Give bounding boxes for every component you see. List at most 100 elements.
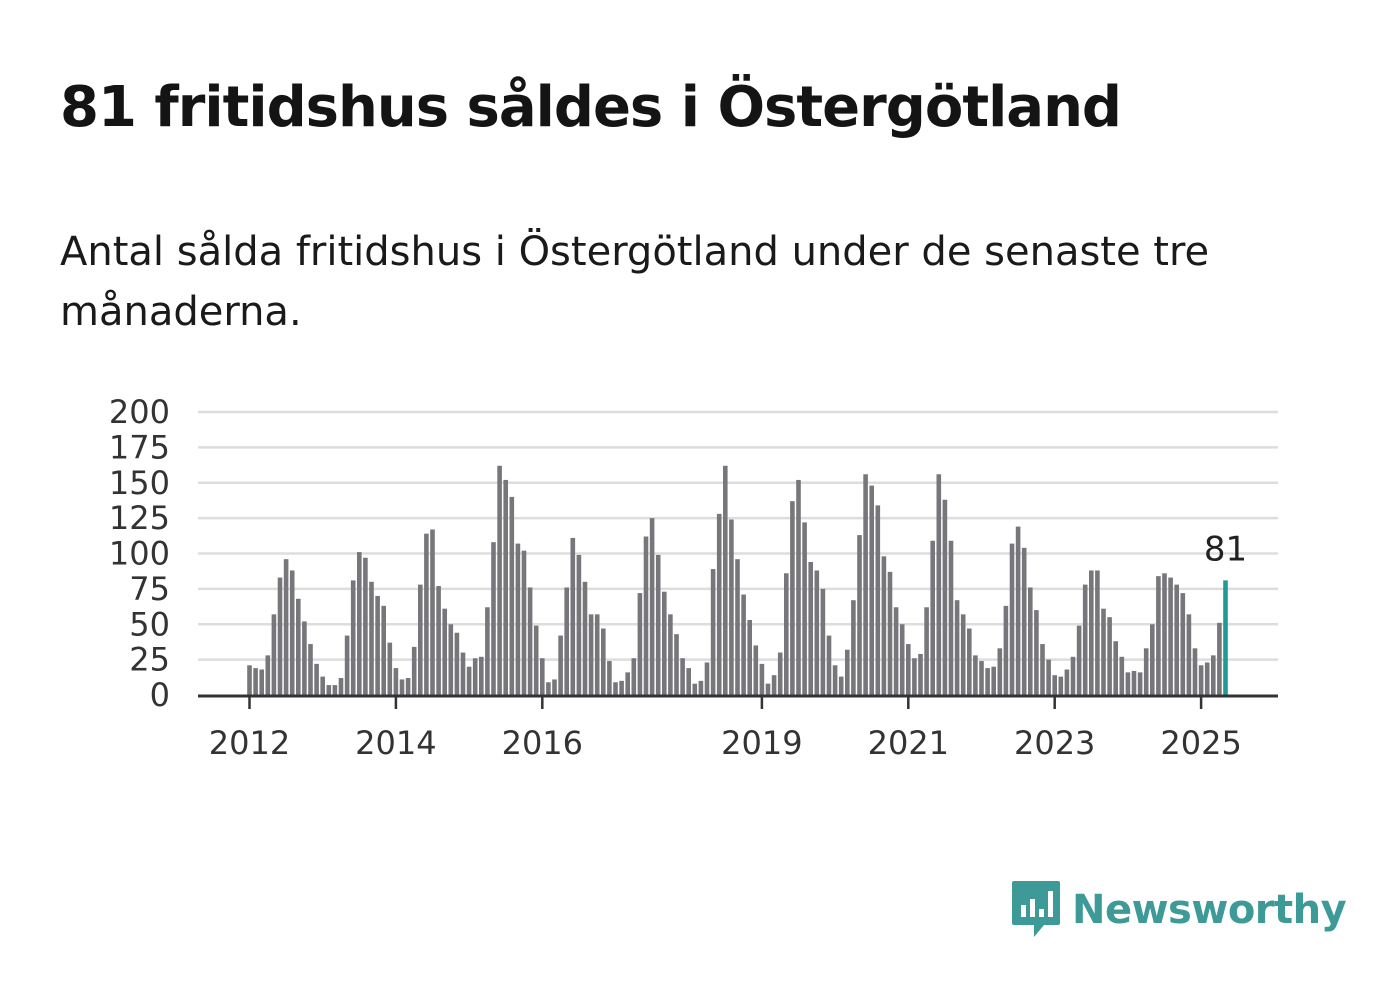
bar: [765, 683, 771, 695]
bar: [912, 658, 917, 695]
bar: [430, 529, 435, 695]
bar: [1089, 570, 1094, 695]
bar: [283, 559, 289, 695]
y-tick-label: 50: [129, 605, 170, 643]
bar: [497, 465, 502, 695]
bar: [716, 513, 722, 695]
bar: [796, 479, 801, 695]
bar: [729, 519, 734, 695]
bar: [655, 554, 661, 695]
bar: [314, 663, 319, 695]
y-tick-label: 75: [129, 570, 170, 608]
bar: [704, 662, 710, 695]
bar: [594, 614, 600, 695]
bar: [808, 561, 813, 695]
bar: [863, 474, 868, 695]
bar: [869, 485, 874, 695]
bar: [924, 607, 929, 695]
newsworthy-icon: [1012, 881, 1060, 937]
bar: [442, 608, 447, 695]
bar: [1028, 587, 1033, 695]
brand-name: Newsworthy: [1072, 887, 1347, 933]
bar: [1174, 584, 1179, 695]
x-tick-label: 2014: [355, 724, 436, 762]
bar: [582, 581, 588, 695]
bar: [308, 644, 313, 695]
bar: [1186, 614, 1192, 695]
bar: [546, 682, 551, 695]
bar: [881, 556, 887, 695]
bar: [247, 665, 252, 695]
bar: [680, 658, 685, 695]
chart-subtitle: Antal sålda fritidshus i Östergötland un…: [60, 229, 1210, 335]
bar: [790, 501, 795, 695]
bar: [479, 656, 484, 695]
bar: [1217, 622, 1222, 695]
bar: [1168, 577, 1173, 695]
bar: [344, 635, 350, 695]
y-tick-label: 100: [109, 535, 170, 573]
bar: [1137, 672, 1143, 695]
bar: [906, 644, 911, 695]
bar: [277, 577, 283, 695]
bar: [802, 522, 807, 695]
x-axis: [198, 694, 1278, 709]
bar: [649, 518, 655, 695]
x-tick-label: 2016: [502, 724, 583, 762]
brand-logo: Newsworthy: [1010, 878, 1347, 942]
bar: [741, 594, 746, 695]
x-tick-label: 2025: [1160, 724, 1241, 762]
x-tick-label: 2023: [1014, 724, 1095, 762]
bar: [515, 543, 521, 695]
bar: [973, 655, 978, 695]
bar: [540, 658, 545, 695]
bar: [777, 652, 783, 695]
bar: [918, 653, 923, 695]
bar: [942, 499, 948, 695]
bar: [1180, 593, 1186, 695]
x-tick-label: 2019: [721, 724, 802, 762]
bar: [1156, 576, 1161, 695]
x-tick-label: 2012: [209, 724, 290, 762]
bar: [1064, 669, 1070, 695]
bar: [1058, 676, 1064, 695]
bar: [851, 600, 856, 695]
bar: [326, 685, 332, 695]
bar: [1204, 662, 1210, 695]
bars: [247, 465, 1228, 695]
bar: [1040, 644, 1045, 695]
bar: [1113, 641, 1118, 695]
bar: [338, 678, 344, 695]
bar: [643, 536, 649, 695]
bar: [784, 573, 789, 695]
bar: [424, 533, 429, 695]
bar: [393, 668, 399, 695]
y-tick-label: 200: [109, 393, 170, 431]
bar: [1046, 659, 1051, 695]
bar: [1009, 543, 1015, 695]
bar: [533, 625, 539, 695]
y-tick-label: 25: [129, 641, 170, 679]
bar: [302, 621, 307, 695]
bar: [625, 672, 630, 695]
bar: [418, 584, 423, 695]
bar: [564, 587, 569, 695]
bar: [1034, 610, 1039, 695]
y-tick-label: 0: [150, 676, 170, 714]
bar: [460, 652, 466, 695]
bar-highlight: [1223, 580, 1228, 695]
bar: [485, 607, 490, 695]
bar: [570, 537, 576, 695]
bar: [558, 635, 563, 695]
bar: [552, 679, 557, 695]
chart-title: 81 fritidshus såldes i Östergötland: [60, 75, 1122, 140]
bar: [466, 666, 472, 695]
bar: [759, 663, 765, 695]
bar: [1211, 655, 1216, 695]
bar: [411, 646, 417, 695]
bar: [838, 676, 844, 695]
bar: [692, 683, 698, 695]
bar: [979, 661, 984, 695]
bar: [454, 632, 460, 695]
